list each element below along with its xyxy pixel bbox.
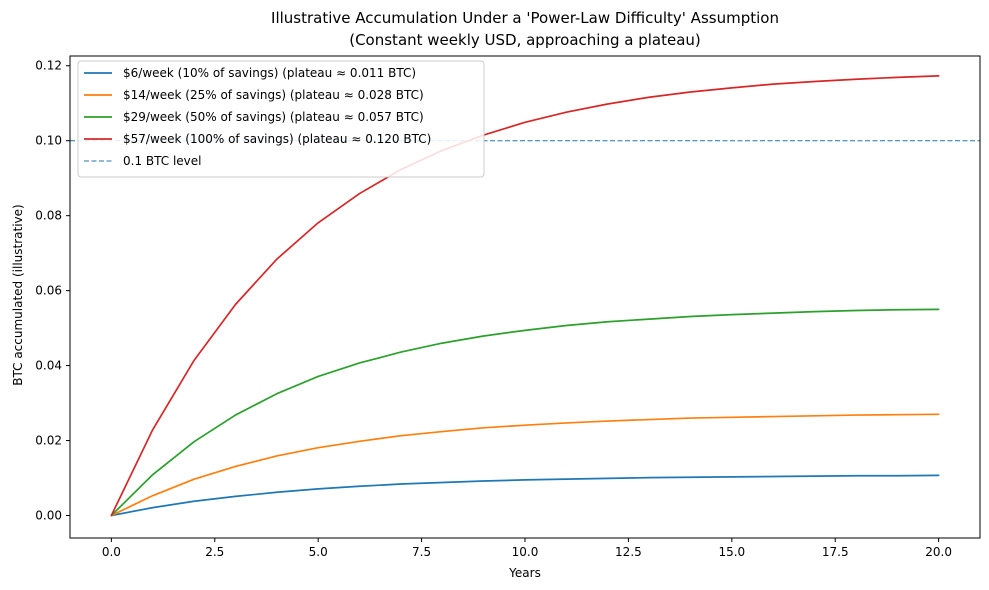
legend-label: $29/week (50% of savings) (plateau ≈ 0.0… [123, 110, 424, 124]
y-tick-label: 0.08 [35, 209, 62, 223]
x-tick-label: 20.0 [925, 545, 952, 559]
y-tick-label: 0.02 [35, 434, 62, 448]
x-tick-label: 5.0 [309, 545, 328, 559]
series-line-1 [110, 413, 940, 517]
x-tick-label: 0.0 [102, 545, 121, 559]
series-line-2 [110, 308, 940, 517]
y-tick-label: 0.00 [35, 509, 62, 523]
x-tick-label: 2.5 [205, 545, 224, 559]
x-axis-label: Years [508, 566, 541, 580]
legend-label: 0.1 BTC level [123, 154, 202, 168]
legend-label: $14/week (25% of savings) (plateau ≈ 0.0… [123, 88, 424, 102]
legend: $6/week (10% of savings) (plateau ≈ 0.01… [77, 60, 485, 178]
y-tick-label: 0.10 [35, 134, 62, 148]
legend-box [77, 60, 485, 178]
series-line-3 [110, 75, 940, 517]
x-tick-label: 17.5 [822, 545, 849, 559]
chart-subtitle: (Constant weekly USD, approaching a plat… [349, 31, 701, 49]
chart-title: Illustrative Accumulation Under a 'Power… [271, 9, 779, 27]
series-line-0 [110, 474, 940, 517]
y-tick-label: 0.12 [35, 59, 62, 73]
y-tick-label: 0.06 [35, 284, 62, 298]
ticks: 0.0 2.5 5.0 7.5 10.0 12.5 15.0 17.5 20.0 0.00 0.02… [35, 59, 952, 559]
x-tick-label: 12.5 [615, 545, 642, 559]
legend-label: $57/week (100% of savings) (plateau ≈ 0.… [123, 132, 431, 146]
x-tick-label: 10.0 [512, 545, 539, 559]
x-tick-label: 7.5 [412, 545, 431, 559]
y-tick-label: 0.04 [35, 359, 62, 373]
y-axis-label: BTC accumulated (illustrative) [11, 204, 25, 385]
legend-label: $6/week (10% of savings) (plateau ≈ 0.01… [123, 66, 416, 80]
x-tick-label: 15.0 [718, 545, 745, 559]
